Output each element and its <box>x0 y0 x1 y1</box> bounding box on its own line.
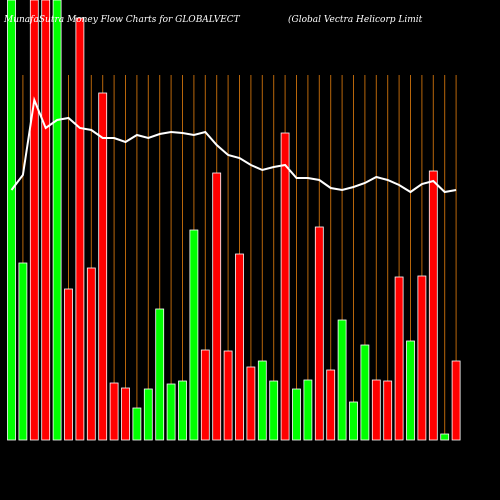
bar <box>155 308 165 441</box>
bar <box>223 350 233 441</box>
money-flow-line <box>10 96 457 194</box>
bar <box>269 380 279 441</box>
bar <box>109 382 119 441</box>
bar <box>280 132 290 441</box>
bar <box>18 262 28 441</box>
chart-title: MunafaSutra Money Flow Charts for GLOBAL… <box>3 15 241 25</box>
bar <box>314 226 324 441</box>
bar <box>406 340 415 441</box>
bar <box>417 275 427 441</box>
bar <box>189 229 199 441</box>
bar <box>132 407 142 441</box>
bar <box>121 387 130 441</box>
bar <box>360 344 370 441</box>
chart-subtitle: (Global Vectra Helicorp Limit <box>288 14 423 25</box>
bar <box>257 360 267 441</box>
bar <box>371 379 381 441</box>
bar <box>75 17 85 441</box>
bar <box>394 276 404 441</box>
bar <box>98 92 108 441</box>
bar <box>235 253 244 441</box>
bar <box>292 388 301 441</box>
bar <box>246 366 256 441</box>
bar <box>451 360 461 441</box>
bars <box>7 0 461 441</box>
bar <box>143 388 153 441</box>
bar <box>326 369 336 441</box>
bar <box>7 0 16 441</box>
bar <box>349 401 358 441</box>
bar <box>52 0 62 441</box>
bar <box>86 267 96 441</box>
bar <box>41 0 51 441</box>
bar <box>212 172 222 441</box>
bar <box>178 380 187 441</box>
bar <box>29 0 39 441</box>
bar <box>428 170 438 441</box>
bar <box>383 380 393 441</box>
bar <box>200 349 210 441</box>
bar <box>303 379 313 441</box>
bar <box>337 319 347 441</box>
bar <box>166 383 176 441</box>
bar <box>64 288 73 441</box>
bar <box>440 433 450 441</box>
